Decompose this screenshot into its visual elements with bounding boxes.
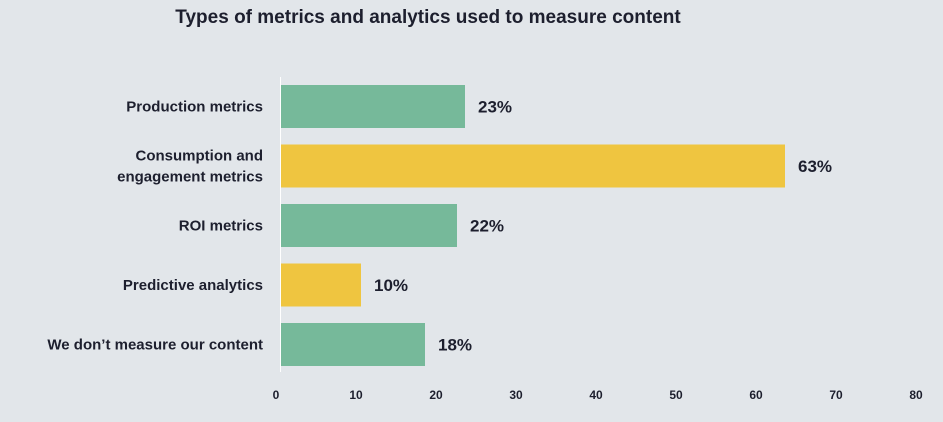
- category-label-3: Predictive analytics: [123, 277, 263, 294]
- x-tick-label-8: 80: [909, 388, 923, 402]
- bar-4: [281, 323, 425, 366]
- category-label-4: We don’t measure our content: [47, 337, 263, 354]
- chart-title: Types of metrics and analytics used to m…: [175, 7, 681, 28]
- category-label-2: ROI metrics: [179, 218, 263, 235]
- x-tick-label-6: 60: [749, 388, 763, 402]
- labels-layer: 23% Production metrics 63% Consumption and e…: [47, 98, 832, 355]
- value-label-0: 23%: [478, 98, 512, 117]
- category-label-0: Production metrics: [126, 99, 263, 116]
- category-label-2-line-0: ROI metrics: [179, 218, 263, 235]
- x-tick-label-2: 20: [429, 388, 443, 402]
- bar-3: [281, 263, 361, 307]
- bar-0: [281, 85, 465, 128]
- x-tick-label-5: 50: [669, 388, 683, 402]
- value-label-1: 63%: [798, 157, 832, 176]
- x-tick-label-7: 70: [829, 388, 843, 402]
- x-axis-ticks: 0 10 20 30 40 50 60 70 80: [273, 388, 923, 402]
- category-label-0-line-0: Production metrics: [126, 99, 263, 116]
- value-label-4: 18%: [438, 336, 472, 355]
- category-label-3-line-0: Predictive analytics: [123, 277, 263, 294]
- bar-1: [281, 144, 785, 188]
- value-label-2: 22%: [470, 217, 504, 236]
- bars-layer: [281, 85, 785, 366]
- category-label-1-line-0: Consumption and: [136, 148, 264, 165]
- category-label-1-line-1: engagement metrics: [117, 169, 263, 186]
- category-label-1: Consumption and engagement metrics: [117, 148, 263, 186]
- x-tick-label-0: 0: [273, 388, 280, 402]
- x-tick-label-1: 10: [349, 388, 363, 402]
- x-tick-label-4: 40: [589, 388, 603, 402]
- category-label-4-line-0: We don’t measure our content: [47, 337, 263, 354]
- value-label-3: 10%: [374, 276, 408, 295]
- x-tick-label-3: 30: [509, 388, 523, 402]
- bar-2: [281, 204, 457, 247]
